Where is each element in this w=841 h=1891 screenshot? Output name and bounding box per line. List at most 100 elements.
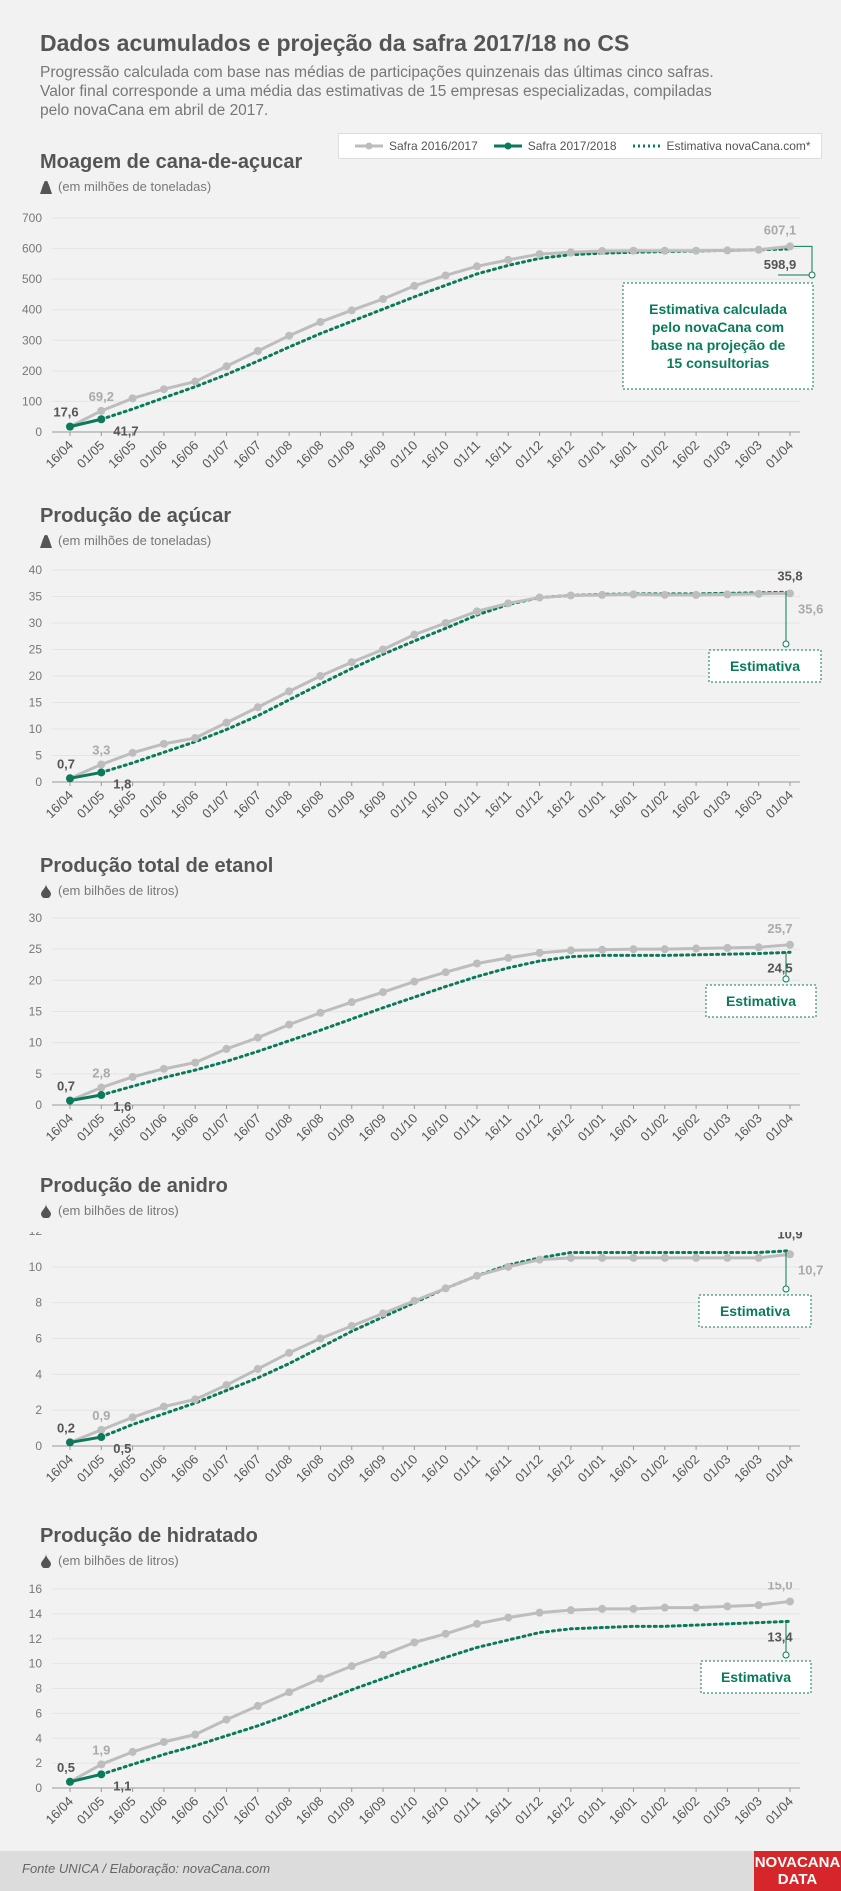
- gray-line-swatch-icon: [355, 142, 383, 150]
- x-tick-label: 01/11: [450, 1452, 483, 1485]
- novacana-data-logo[interactable]: NOVACANA DATA: [754, 1851, 841, 1891]
- x-tick-label: 16/11: [481, 1111, 514, 1144]
- x-tick-label: 01/09: [324, 438, 358, 472]
- x-tick-label: 01/02: [637, 438, 671, 472]
- series-2016-point: [441, 619, 450, 627]
- x-tick-label: 01/03: [700, 1111, 734, 1145]
- drop-shape: [41, 1553, 51, 1568]
- annotation-connector-dot: [782, 1651, 790, 1659]
- x-tick-label: 16/05: [105, 1111, 139, 1145]
- series-2016-point: [347, 998, 356, 1007]
- series-estimate-line: [99, 1249, 792, 1439]
- drop-icon: [41, 883, 51, 898]
- y-tick-label: 0: [35, 1439, 42, 1453]
- series-2016-point: [535, 948, 544, 957]
- x-tick-label: 16/11: [481, 1794, 514, 1827]
- annotation-text: pelo novaCana com: [652, 319, 784, 335]
- x-tick-label: 01/08: [262, 1794, 296, 1828]
- series-2016-point: [566, 248, 575, 257]
- data-label-estimate-end: 10,9: [777, 1232, 802, 1242]
- series-2016-point: [723, 590, 732, 599]
- x-tick-label: 16/12: [543, 1111, 577, 1145]
- subtitle-line: Progressão calculada com base nas médias…: [40, 64, 714, 81]
- x-tick-label: 01/07: [199, 1111, 233, 1145]
- series-estimate-line: [99, 1619, 792, 1776]
- data-label-2017-second: 1,1: [113, 1778, 131, 1793]
- x-tick-label: 16/01: [606, 1111, 640, 1145]
- series-2016-point: [472, 1619, 481, 1628]
- x-tick-label: 16/08: [293, 1111, 327, 1145]
- x-tick-label: 01/09: [324, 1111, 358, 1145]
- series-2016-point: [504, 953, 513, 962]
- x-tick-label: 01/10: [387, 1794, 421, 1828]
- x-tick-label: 16/10: [418, 1452, 452, 1486]
- x-tick-label: 16/03: [731, 1452, 765, 1486]
- series-2017-line: [69, 1093, 102, 1103]
- series-2016-point: [379, 295, 388, 304]
- series-2016-point: [316, 1008, 325, 1017]
- x-tick-label: 16/06: [168, 788, 202, 822]
- weight-shape: [40, 534, 52, 548]
- series-2017-line: [69, 417, 102, 429]
- series-2016-point: [128, 394, 137, 403]
- series-2016-point: [786, 1250, 794, 1259]
- chart-unit-label: (em bilhões de litros): [58, 1203, 179, 1218]
- y-tick-label: 15: [29, 1005, 43, 1019]
- x-tick-label: 16/03: [731, 1794, 765, 1828]
- x-tick-label: 01/10: [387, 1452, 421, 1486]
- chart-title: Moagem de cana-de-açucar: [40, 151, 303, 173]
- series-2016-point: [566, 1606, 575, 1615]
- x-tick-label: 16/12: [543, 788, 577, 822]
- x-tick-label: 01/07: [199, 1794, 233, 1828]
- series-2016-point: [692, 944, 701, 953]
- chart-unit: (em milhões de toneladas): [40, 533, 211, 548]
- x-tick-label: 01/06: [136, 438, 170, 472]
- x-tick-label: 16/06: [168, 1452, 202, 1486]
- x-tick-label: 01/09: [324, 788, 358, 822]
- series-2016-point: [692, 590, 701, 599]
- series-2016-point: [754, 943, 763, 952]
- series-2016-point: [316, 1674, 325, 1683]
- x-tick-label: 01/12: [512, 438, 546, 472]
- y-tick-label: 12: [29, 1632, 43, 1646]
- series-2016-point: [660, 590, 669, 599]
- chart-unit: (em milhões de toneladas): [40, 179, 211, 194]
- x-tick-label: 16/10: [418, 438, 452, 472]
- data-label-2016-end: 15,0: [767, 1582, 792, 1592]
- series-2016-point: [410, 1296, 419, 1305]
- series-2016-point: [598, 945, 607, 954]
- series-2016-point: [159, 1064, 168, 1073]
- series-2016-point: [629, 1253, 638, 1262]
- series-2016-point: [535, 593, 544, 602]
- series-2017-point: [97, 1770, 106, 1779]
- series-2016-point: [347, 658, 356, 667]
- series-2016-point: [285, 1348, 294, 1357]
- x-tick-label: 01/07: [199, 788, 233, 822]
- y-tick-label: 0: [35, 425, 42, 439]
- y-tick-label: 6: [35, 1332, 42, 1346]
- x-tick-label: 01/04: [763, 1111, 797, 1145]
- data-label-2016-end: 607,1: [764, 222, 797, 237]
- series-2016-point: [159, 385, 168, 394]
- x-tick-label: 16/02: [669, 788, 703, 822]
- y-tick-label: 25: [29, 643, 43, 657]
- series-2016-point: [692, 1603, 701, 1612]
- x-tick-label: 16/12: [543, 438, 577, 472]
- chart-title: Produção de anidro: [40, 1175, 228, 1197]
- annotation-connector-dot: [782, 975, 790, 983]
- y-tick-label: 14: [29, 1607, 43, 1621]
- x-tick-label: 01/10: [387, 788, 421, 822]
- series-2016-point: [566, 1253, 575, 1262]
- x-tick-label: 16/04: [43, 438, 77, 472]
- x-tick-label: 16/11: [481, 1452, 514, 1485]
- legend: Safra 2016/2017 Safra 2017/2018 Estimati…: [338, 133, 822, 159]
- series-2016-point: [535, 1608, 544, 1617]
- annotation-connector-dot: [808, 271, 816, 279]
- y-tick-label: 4: [35, 1731, 42, 1745]
- series-2016-point: [128, 1747, 137, 1756]
- y-tick-label: 10: [29, 1260, 43, 1274]
- series-2016-point: [472, 959, 481, 968]
- annotation-text: Estimativa: [726, 993, 796, 1009]
- x-tick-label: 01/11: [450, 1794, 483, 1827]
- legend-label: Safra 2016/2017: [389, 139, 478, 153]
